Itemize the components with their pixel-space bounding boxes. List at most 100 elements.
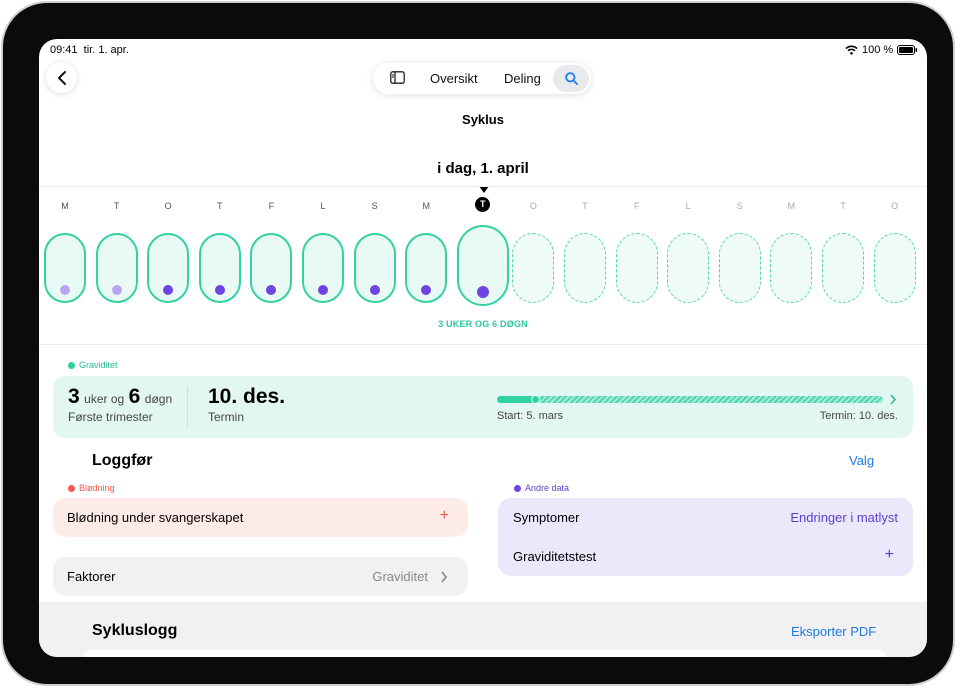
pregnancy-progress-knob [530,395,540,404]
symptoms-value: Endringer i matlyst [790,510,898,525]
chevron-right-icon [890,394,897,405]
tab-overview[interactable]: Oversikt [430,71,478,86]
today-marker-icon [479,186,489,193]
cycle-day-pill[interactable] [353,233,396,303]
status-time: 09:41 tir. 1. apr. [50,44,129,56]
progress-end-label: Termin: 10. des. [819,410,898,422]
tab-sharing[interactable]: Deling [504,71,541,86]
days-value: 6 [128,385,141,408]
sidebar-toggle-button[interactable] [390,71,405,89]
cycle-day-pill[interactable] [718,233,761,303]
log-dot [111,285,122,295]
bleeding-row[interactable]: Blødning under svangerskapet + [53,498,468,537]
top-tab-bar: Oversikt Deling [373,63,591,94]
weekday-label: M [787,201,796,211]
factors-row[interactable]: Faktorer Graviditet [53,557,468,596]
days-unit: døgn [144,392,173,406]
pregnancy-test-label: Graviditetstest [513,549,597,564]
screen: 09:41 tir. 1. apr. 100 % Oversikt Deling… [39,39,927,657]
symptoms-row[interactable]: Symptomer Endringer i matlyst [498,498,913,537]
today-heading: i dag, 1. april [437,160,529,177]
search-icon [564,72,578,85]
due-date-value: 10. des. [208,385,286,408]
divider [39,186,927,187]
cycle-day-pill[interactable] [44,233,86,303]
cycle-day-pill[interactable] [667,233,710,303]
cycle-day-pill[interactable] [198,233,241,303]
add-pregnancy-test-icon[interactable]: + [884,546,894,563]
cycle-day-pill[interactable] [302,233,344,303]
progress-start-label: Start: 5. mars [497,410,564,422]
status-right: 100 % [845,44,918,56]
log-dot [60,285,70,295]
weekday-label: S [371,201,378,211]
weekday-label: T [840,201,846,211]
cycle-day-pill[interactable] [147,233,190,303]
pregnancy-section-text: Graviditet [79,360,118,370]
trimester-label: Første trimester [68,410,153,424]
log-dot [369,285,380,295]
log-dot [266,285,277,295]
bleeding-label-text: Blødning [79,483,115,493]
bleeding-section-label: Blødning [68,483,115,493]
back-button[interactable] [46,62,77,93]
due-date-label: Termin [208,410,245,424]
cycle-day-pill[interactable] [250,233,293,303]
chevron-left-icon [57,70,66,85]
weekday-label: O [891,201,899,211]
pregnancy-duration-label: 3 UKER OG 6 DØGN [438,319,528,329]
weekday-label: F [268,201,275,211]
card-divider [187,386,188,428]
factors-value: Graviditet [372,569,428,584]
weekday-label: T [217,201,223,211]
other-data-card: Symptomer Endringer i matlyst Graviditet… [498,498,913,576]
weekday-label: L [685,201,691,211]
weekday-label: T [473,197,493,212]
log-dot [318,285,328,295]
device-frame: 09:41 tir. 1. apr. 100 % Oversikt Deling… [3,3,953,684]
other-data-label-text: Andre data [525,483,570,493]
cycle-log-title: Sykluslogg [92,622,178,639]
red-dot-icon [68,484,75,492]
weekday-label: F [633,201,640,211]
cycle-day-pill[interactable] [873,233,916,303]
weeks-unit: uker og [84,392,125,406]
page-title: Syklus [462,112,504,127]
log-dot [476,286,489,298]
add-bleeding-icon[interactable]: + [439,507,449,524]
battery-percent: 100 % [862,44,894,56]
options-button[interactable]: Valg [849,453,875,468]
cycle-day-pill[interactable] [615,233,658,303]
other-data-section-label: Andre data [514,483,569,493]
log-dot [421,285,432,295]
weekday-label: O [164,201,172,211]
cycle-log-section: Sykluslogg Eksporter PDF [39,602,927,657]
purple-dot-icon [514,484,521,492]
tab-search[interactable] [553,65,589,92]
cycle-day-pill[interactable] [564,233,606,303]
pregnancy-progress-track [497,395,883,404]
pregnancy-weeks: 3 uker og 6 døgn [68,385,172,409]
cycle-day-pill[interactable] [405,233,448,303]
pregnancy-card[interactable]: 3 uker og 6 døgn Første trimester 10. de… [53,376,913,438]
pregnancy-test-row[interactable]: Graviditetstest + [498,537,913,576]
teal-dot-icon [68,361,75,369]
cycle-day-pill[interactable] [512,233,555,303]
cycle-day-pill[interactable] [770,233,813,303]
pregnancy-section-label: Graviditet [68,360,118,370]
weeks-value: 3 [68,385,80,408]
today-day-pill[interactable] [456,225,509,306]
cycle-log-card [82,650,887,657]
cycle-day-pill[interactable] [822,233,864,303]
chevron-right-icon [441,571,448,583]
status-clock: 09:41 [50,44,78,56]
weekday-label: S [736,201,743,211]
export-pdf-button[interactable]: Eksporter PDF [791,624,877,639]
divider [39,344,927,345]
wifi-icon [845,45,858,55]
weekday-label: O [529,201,537,211]
factors-label: Faktorer [67,569,116,584]
cycle-day-pill[interactable] [95,233,138,303]
weekday-label: T [113,201,120,211]
weekday-label: M [422,201,430,211]
